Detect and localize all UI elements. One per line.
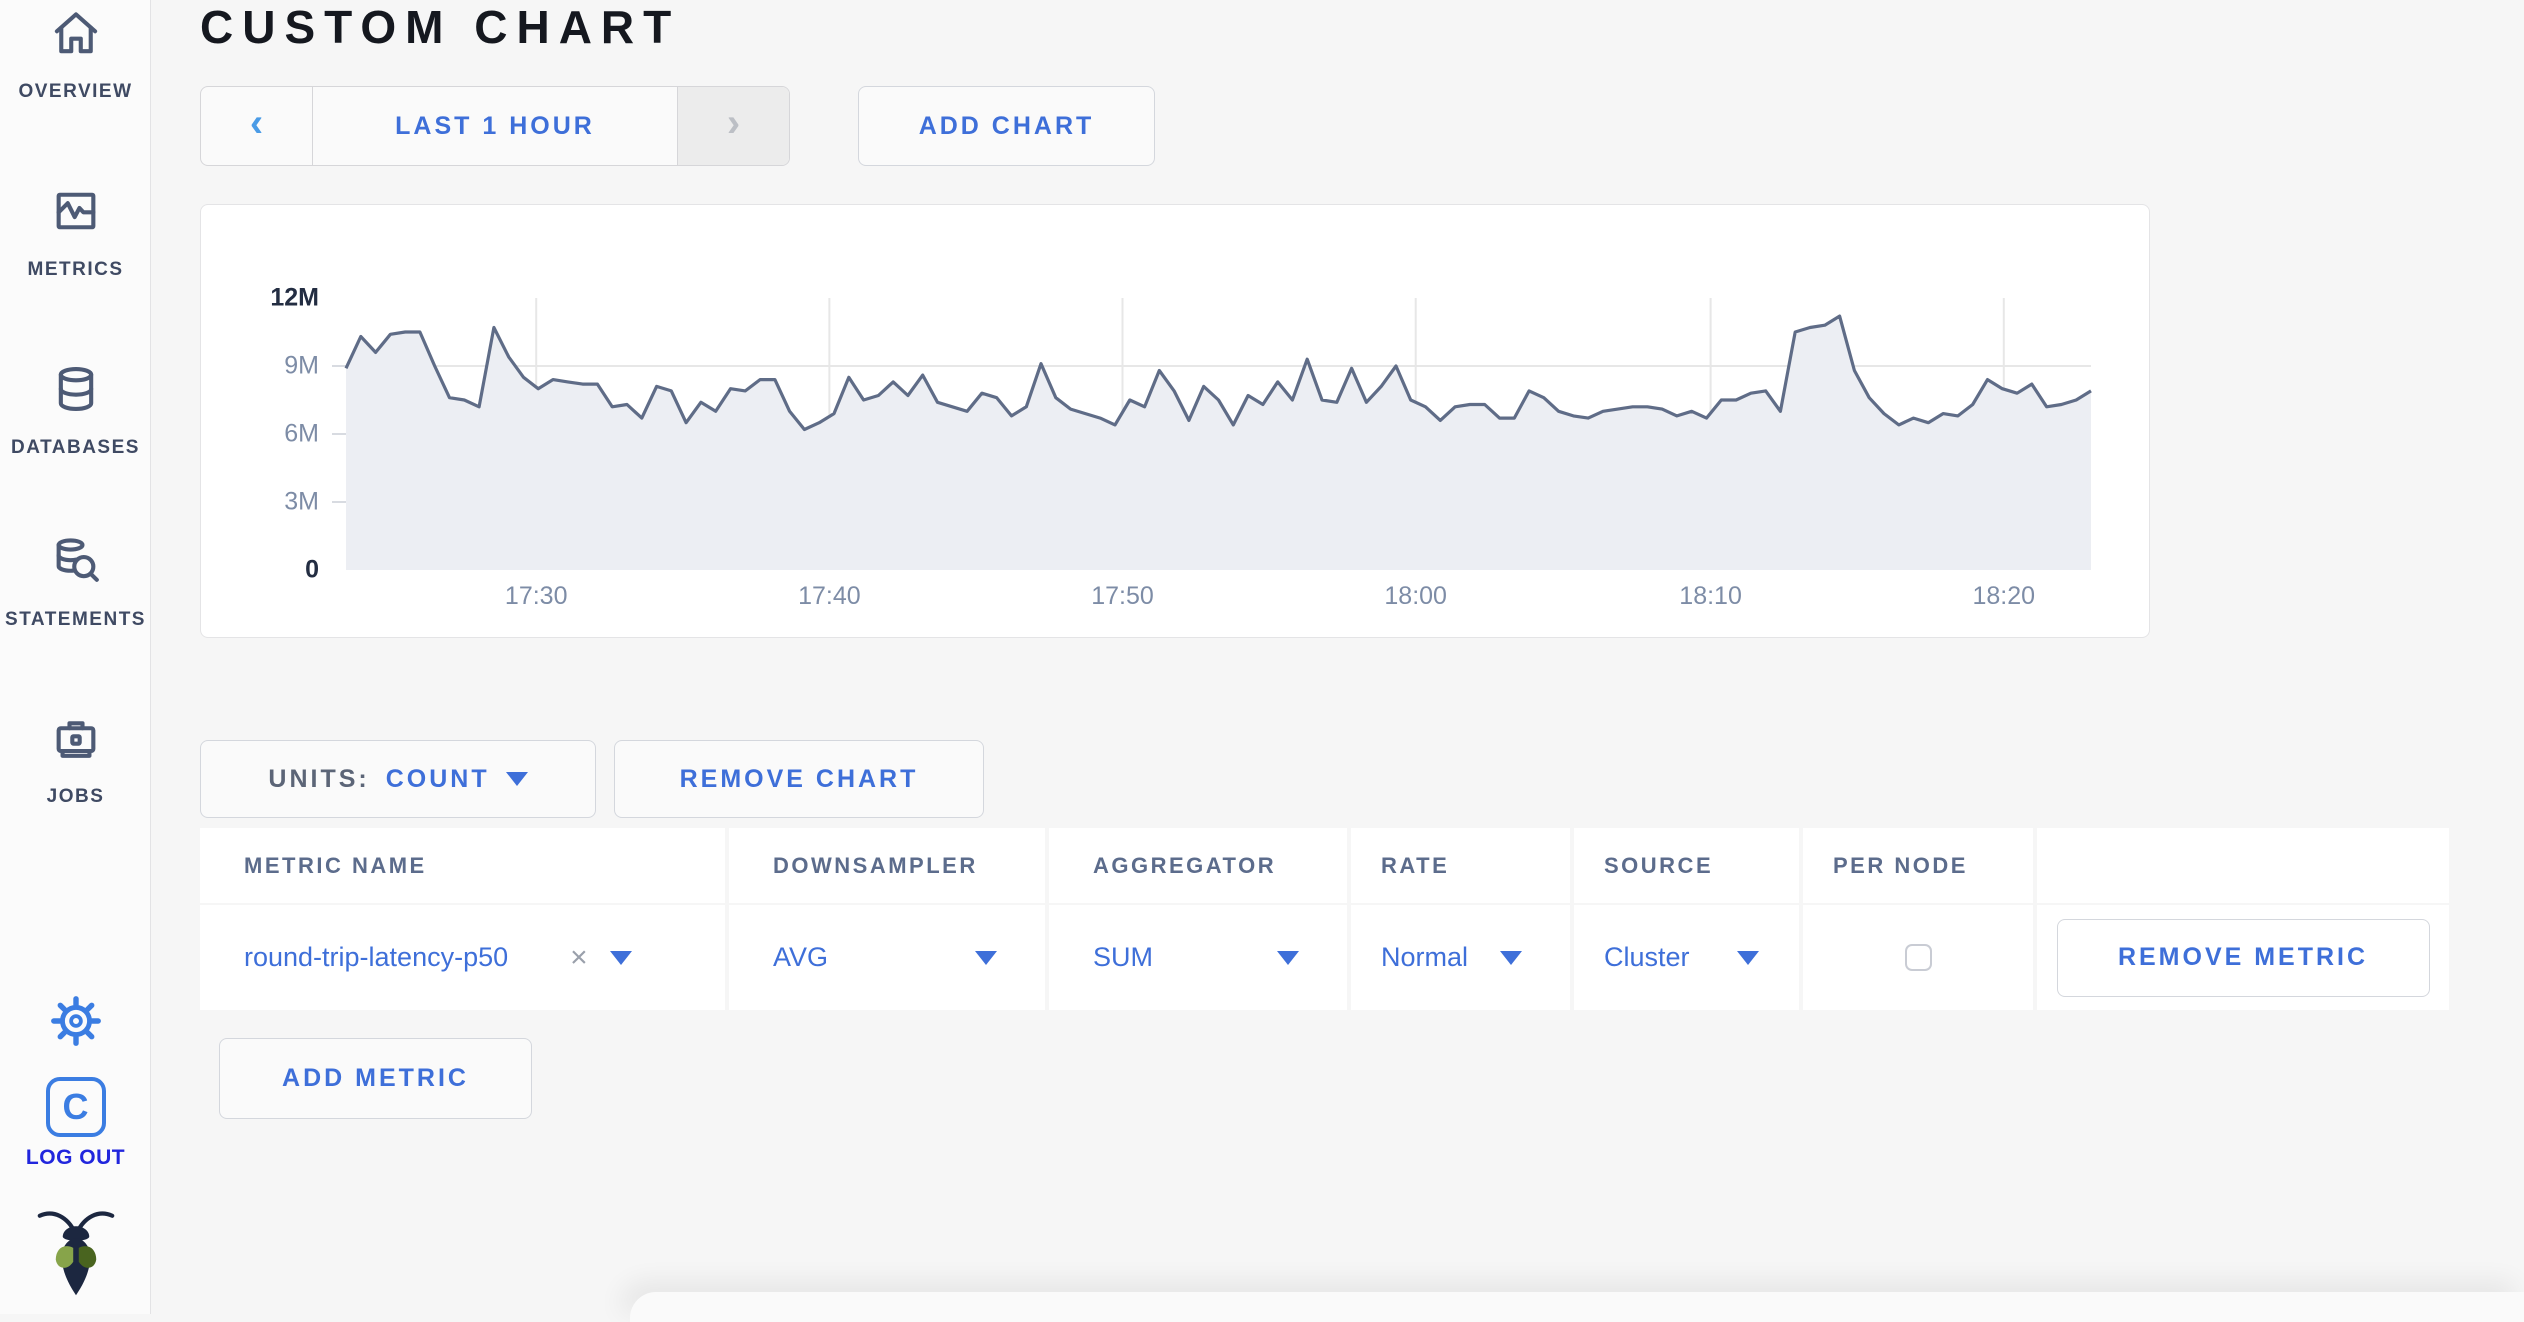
briefcase-icon [50,712,102,764]
sidebar-item-overview[interactable]: OVERVIEW [0,7,151,103]
time-range-picker: ‹ LAST 1 HOUR › [200,86,790,166]
units-label: UNITS: [268,764,370,793]
chart-plot-area[interactable] [332,298,2092,570]
metrics-icon [50,185,102,237]
y-axis-tick: 9M [284,351,319,380]
remove-metric-button[interactable]: REMOVE METRIC [2056,918,2430,997]
chevron-left-icon: ‹ [249,100,264,145]
page-title: CUSTOM CHART [200,1,681,53]
chart-x-axis: 17:30 17:40 17:50 18:00 18:10 18:20 [346,582,2091,616]
column-header-rate: RATE [1351,828,1570,903]
add-chart-button[interactable]: ADD CHART [858,86,1155,166]
database-icon [50,363,102,415]
sidebar-item-jobs[interactable]: JOBS [0,712,151,808]
downsampler-value: AVG [773,942,829,972]
column-header-downsampler: DOWNSAMPLER [729,828,1045,903]
y-axis-tick: 12M [270,283,319,312]
aggregator-dropdown[interactable]: SUM [1049,905,1347,1010]
source-value: Cluster [1604,942,1690,972]
statements-search-icon [50,535,102,587]
bottom-overlay [630,1292,2524,1322]
time-range-dropdown[interactable]: LAST 1 HOUR [395,111,595,140]
area-chart [332,298,2092,570]
column-header-per-node: PER NODE [1803,828,2033,903]
cockroach-c-logo-icon: C [45,1077,106,1137]
logo-letter: C [62,1086,89,1127]
add-metric-button[interactable]: ADD METRIC [219,1038,532,1119]
chevron-down-icon [1277,950,1299,965]
units-value: COUNT [385,764,490,793]
time-prev-button[interactable]: ‹ [201,87,313,165]
chevron-down-icon [975,950,997,965]
chevron-down-icon [1737,950,1759,965]
x-axis-tick: 18:00 [1384,582,1447,610]
settings-button[interactable] [0,995,151,1052]
x-axis-tick: 17:40 [798,582,861,610]
chevron-down-icon[interactable] [609,950,632,965]
y-axis-tick: 0 [305,555,319,584]
column-header-actions [2037,828,2449,903]
units-dropdown[interactable]: UNITS: COUNT [200,740,596,818]
sidebar-item-label: OVERVIEW [18,81,133,102]
remove-chart-button[interactable]: REMOVE CHART [614,740,984,818]
x-axis-tick: 18:10 [1679,582,1742,610]
per-node-cell [1803,905,2033,1010]
sidebar-item-statements[interactable]: STATEMENTS [0,535,151,631]
table-row-metric-name-cell: round-trip-latency-p50 × [200,905,725,1010]
gear-icon [50,995,102,1052]
time-next-button[interactable]: › [677,87,789,165]
column-header-source: SOURCE [1574,828,1799,903]
sidebar-item-label: METRICS [27,259,124,280]
chart-y-axis: 12M 9M 6M 3M 0 [229,284,333,584]
sidebar-item-databases[interactable]: DATABASES [0,363,151,459]
sidebar: OVERVIEW METRICS DATABASES STATEMENTS JO… [0,0,151,1314]
chevron-down-icon [505,772,528,786]
logout-button[interactable]: C [0,1077,151,1137]
logout-link[interactable]: LOG OUT [0,1146,151,1170]
x-axis-tick: 18:20 [1972,582,2036,610]
y-axis-tick: 3M [284,487,319,516]
source-dropdown[interactable]: Cluster [1574,905,1799,1010]
main-content: CUSTOM CHART ‹ LAST 1 HOUR › ADD CHART 1… [152,0,2524,1314]
sidebar-item-label: STATEMENTS [5,609,146,630]
metrics-table: METRIC NAME round-trip-latency-p50 × DOW… [200,828,2449,1010]
home-icon [50,7,102,59]
chart-panel: 12M 9M 6M 3M 0 17:30 17:40 17:50 18:00 18:10 18:2… [200,204,2150,638]
chevron-down-icon [1500,950,1522,965]
sidebar-item-label: DATABASES [11,437,140,458]
column-header-aggregator: AGGREGATOR [1049,828,1347,903]
chevron-right-icon: › [726,100,741,145]
y-axis-tick: 6M [284,419,319,448]
aggregator-value: SUM [1093,942,1153,972]
column-header-metric-name: METRIC NAME [200,828,725,903]
rate-value: Normal [1381,942,1469,972]
x-axis-tick: 17:50 [1091,582,1154,610]
actions-cell: REMOVE METRIC [2037,905,2449,1010]
logout-label: LOG OUT [25,1146,126,1169]
downsampler-dropdown[interactable]: AVG [729,905,1045,1010]
sidebar-item-metrics[interactable]: METRICS [0,185,151,281]
x-axis-tick: 17:30 [504,582,568,610]
cockroach-bug-icon [0,1206,151,1298]
clear-metric-icon[interactable]: × [570,940,588,974]
metric-name-value[interactable]: round-trip-latency-p50 [244,942,509,972]
sidebar-item-label: JOBS [46,786,105,807]
rate-dropdown[interactable]: Normal [1351,905,1570,1010]
per-node-checkbox[interactable] [1904,944,1932,971]
